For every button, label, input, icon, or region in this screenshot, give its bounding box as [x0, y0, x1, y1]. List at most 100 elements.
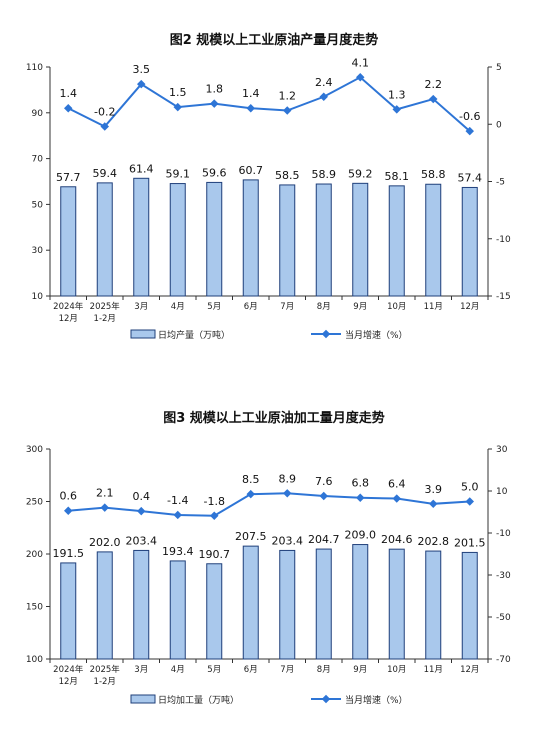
line-point: [283, 106, 292, 115]
bar: [388, 185, 405, 297]
line-point: [64, 506, 73, 515]
x-tick-label: 9月: [353, 302, 367, 312]
bar: [279, 184, 296, 297]
x-tick-label: 10月: [387, 665, 406, 675]
bar-data-label: 207.5: [235, 530, 267, 543]
line-data-label: 2.1: [96, 487, 114, 500]
line-point: [137, 506, 146, 516]
bar: [169, 560, 186, 660]
legend-bar-label: 日均加工量（万吨）: [158, 694, 239, 706]
legend-bar-label: 日均产量（万吨）: [158, 329, 230, 341]
x-tick-label: 11月: [424, 302, 443, 312]
x-tick-label: 12月: [460, 665, 479, 675]
bar: [352, 544, 369, 660]
right-tick-label: -50: [496, 613, 511, 623]
x-tick-label: 2024年: [53, 664, 84, 675]
line-point: [100, 503, 109, 512]
x-tick-label: 4月: [171, 302, 185, 312]
line-data-label: 8.9: [279, 472, 297, 485]
legend-line-label: 当月增速（%）: [345, 329, 408, 341]
bar-data-label: 203.4: [126, 534, 158, 547]
line-data-label: 1.2: [279, 90, 297, 103]
bar-data-label: 58.9: [312, 168, 337, 181]
right-tick-label: 5: [496, 63, 502, 73]
bar: [461, 186, 478, 297]
bar: [352, 182, 369, 297]
chart-title: 图2 规模以上工业原油产量月度走势: [170, 32, 379, 48]
bar-data-label: 59.6: [202, 166, 227, 179]
line-data-label: -0.2: [94, 106, 115, 119]
x-tick-label: 5月: [207, 302, 221, 312]
line-point: [283, 489, 292, 498]
x-tick-label: 11月: [424, 665, 443, 675]
line-point: [173, 510, 182, 520]
x-tick-label: 12月: [59, 314, 78, 324]
bar-data-label: 58.5: [275, 169, 300, 182]
line-data-label: 6.4: [388, 478, 406, 491]
bar-data-label: 202.0: [89, 536, 121, 549]
line-data-label: 3.9: [425, 483, 443, 496]
line-point: [100, 122, 109, 131]
bar-data-label: 57.4: [458, 171, 483, 184]
right-tick-label: 30: [496, 445, 508, 455]
x-tick-label: 8月: [317, 302, 331, 312]
legend-line-label: 当月增速（%）: [345, 694, 408, 706]
x-tick-label: 5月: [207, 665, 221, 675]
x-tick-label: 4月: [171, 665, 185, 675]
x-tick-label: 1-2月: [94, 314, 116, 324]
line-point: [465, 497, 474, 506]
line-data-label: 1.3: [388, 88, 406, 101]
bar: [169, 183, 186, 297]
line-data-label: 1.4: [242, 87, 260, 100]
bar-data-label: 202.8: [418, 535, 450, 548]
line-data-label: 2.2: [425, 78, 443, 91]
left-tick-label: 100: [26, 655, 43, 665]
growth-line: [67, 76, 471, 132]
line-data-label: 1.8: [206, 83, 224, 96]
bar-data-label: 59.1: [166, 168, 191, 181]
line-point: [246, 103, 255, 113]
line-data-label: 1.5: [169, 86, 187, 99]
bar-data-label: 58.8: [421, 168, 446, 181]
line-data-label: 4.1: [352, 56, 370, 69]
bar-data-label: 209.0: [345, 529, 377, 542]
bar: [315, 548, 332, 660]
line-data-label: -0.6: [459, 110, 480, 123]
right-tick-label: 0: [496, 120, 502, 130]
line-point: [429, 499, 438, 509]
bar-data-label: 204.7: [308, 533, 340, 546]
right-tick-label: -30: [496, 571, 511, 581]
x-tick-label: 12月: [59, 677, 78, 687]
x-tick-label: 3月: [134, 302, 148, 312]
line-point: [246, 489, 255, 499]
line-data-label: 0.6: [60, 490, 78, 503]
right-tick-label: -10: [496, 235, 511, 245]
line-point: [137, 79, 146, 89]
bar: [279, 549, 296, 660]
bar: [242, 179, 259, 297]
bar: [206, 181, 223, 297]
line-point: [64, 103, 73, 113]
legend-line-marker: [321, 329, 331, 339]
bar-data-label: 204.6: [381, 533, 413, 546]
line-data-label: 3.5: [133, 63, 151, 76]
bar: [96, 182, 113, 297]
legend-line-marker: [321, 694, 331, 704]
x-tick-label: 8月: [317, 665, 331, 675]
growth-line: [68, 492, 470, 517]
bar-data-label: 61.4: [129, 162, 154, 175]
bar-data-label: 59.2: [348, 167, 373, 180]
bar: [206, 563, 223, 660]
bar-data-label: 60.7: [239, 164, 264, 177]
bar: [425, 550, 442, 660]
bar-data-label: 203.4: [272, 534, 304, 547]
line-point: [210, 99, 219, 108]
line-point: [173, 102, 182, 112]
right-tick-label: -10: [496, 529, 511, 539]
line-data-label: 5.0: [461, 481, 479, 494]
x-tick-label: 2025年: [90, 664, 121, 675]
x-tick-label: 9月: [353, 665, 367, 675]
bar-data-label: 201.5: [454, 536, 486, 549]
bar: [96, 551, 113, 660]
bar: [315, 183, 332, 297]
